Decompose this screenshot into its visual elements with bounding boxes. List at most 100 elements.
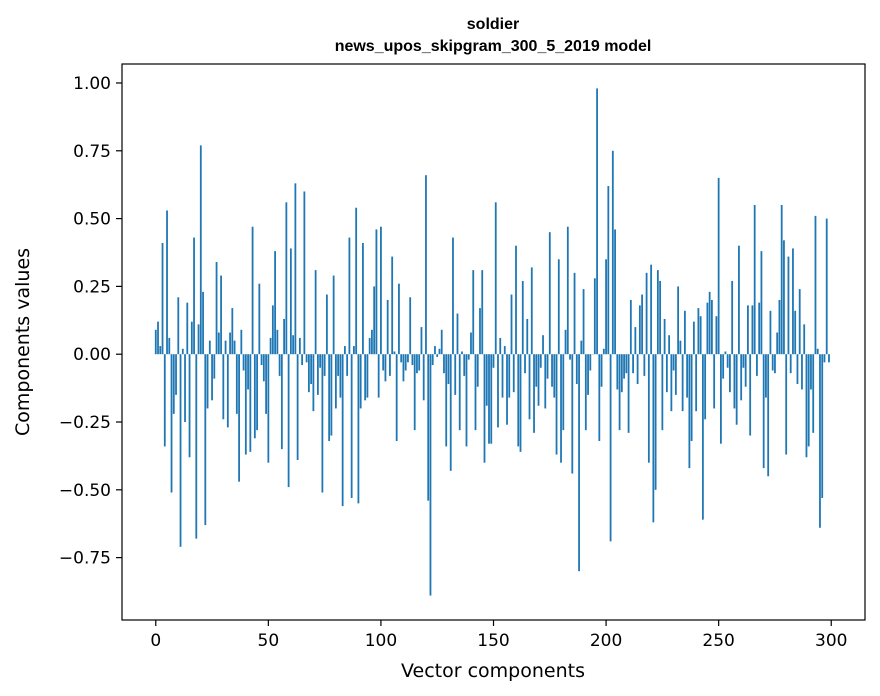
bar — [224, 340, 227, 355]
bar — [240, 329, 243, 355]
bar — [643, 354, 646, 376]
bar — [789, 354, 792, 374]
y-axis-label: Components values — [12, 248, 34, 436]
bar — [195, 354, 198, 539]
bar — [323, 354, 326, 376]
bar — [204, 354, 207, 526]
bar — [215, 261, 218, 355]
bar — [582, 289, 585, 355]
bar — [238, 354, 240, 482]
bar — [283, 318, 286, 355]
y-tick-label: 0.00 — [73, 345, 111, 365]
bar — [681, 354, 684, 412]
bar — [472, 270, 475, 355]
bar — [292, 335, 295, 355]
bar — [733, 354, 736, 409]
bar — [756, 354, 758, 376]
bar — [758, 302, 761, 355]
y-tick-label: 1.00 — [73, 74, 111, 94]
bar — [429, 354, 432, 596]
bar — [247, 354, 249, 390]
bar — [636, 354, 639, 385]
bar — [499, 337, 502, 355]
bar — [456, 313, 459, 355]
bar — [253, 354, 256, 439]
bar — [515, 245, 517, 355]
y-tick-label: −0.50 — [59, 481, 111, 501]
bar — [670, 354, 673, 412]
bar — [738, 245, 740, 355]
bar — [749, 354, 752, 436]
bar — [801, 354, 803, 390]
bar — [490, 354, 493, 444]
bar — [303, 191, 306, 355]
bar — [659, 280, 662, 355]
bar — [449, 354, 452, 471]
bar — [294, 183, 297, 355]
y-tick-label: −0.75 — [59, 549, 111, 569]
bar — [810, 354, 812, 390]
bar — [325, 294, 328, 355]
bar — [202, 291, 204, 355]
bar — [674, 354, 677, 395]
bar — [524, 354, 526, 374]
bar — [562, 354, 565, 431]
bar — [235, 354, 238, 414]
bar — [589, 354, 592, 371]
bar — [208, 340, 211, 355]
bar — [677, 286, 680, 355]
bar — [298, 337, 301, 355]
bar — [821, 354, 824, 498]
bar — [461, 351, 463, 355]
bar — [321, 354, 324, 493]
bar — [542, 335, 544, 355]
bar — [587, 354, 589, 395]
bar — [314, 270, 317, 355]
bar — [301, 354, 304, 366]
bar — [683, 310, 686, 355]
bar — [596, 88, 598, 355]
bar — [753, 205, 756, 355]
bar — [404, 354, 407, 371]
bar — [812, 354, 815, 433]
bar — [506, 354, 508, 425]
bar — [535, 354, 538, 387]
bar — [819, 354, 821, 528]
bar — [569, 354, 571, 360]
bar — [274, 251, 276, 355]
bar — [157, 321, 159, 355]
bar — [672, 354, 675, 371]
bar — [427, 354, 430, 501]
bar — [803, 324, 806, 355]
bar — [503, 346, 506, 355]
bar — [724, 351, 727, 355]
bar — [467, 354, 470, 360]
bar — [713, 354, 716, 409]
bar — [222, 354, 225, 420]
bar — [501, 354, 504, 398]
bar — [418, 354, 421, 371]
bar — [497, 354, 499, 428]
x-tick-label: 150 — [477, 631, 509, 651]
bar — [296, 354, 299, 460]
bar — [580, 340, 583, 355]
bar — [206, 354, 209, 409]
bar — [647, 354, 650, 463]
x-axis-ticks: 0 50 100 150 200 250 300 — [150, 620, 847, 651]
bar — [744, 354, 747, 387]
bar — [280, 354, 283, 450]
bar — [175, 354, 177, 395]
bar — [701, 354, 704, 520]
bar — [348, 237, 351, 355]
x-tick-label: 0 — [150, 631, 161, 651]
bar — [787, 256, 790, 355]
bar — [661, 354, 664, 431]
bar — [249, 354, 252, 452]
bar — [362, 243, 364, 355]
bar — [170, 354, 173, 493]
bar — [172, 354, 175, 414]
bar — [578, 354, 580, 572]
bar — [285, 202, 288, 355]
bar — [488, 354, 490, 444]
